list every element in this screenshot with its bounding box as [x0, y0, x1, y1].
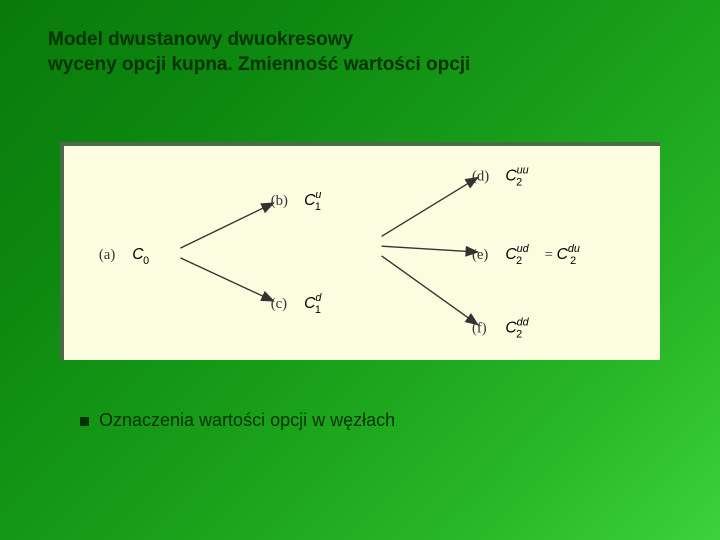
svg-text:2: 2 [516, 255, 522, 267]
svg-text:2: 2 [516, 176, 522, 188]
bullet-text: Oznaczenia wartości opcji w węzłach [99, 410, 395, 431]
tree-node-e: (e)Cud2= Cdu2 [472, 243, 580, 267]
svg-text:2: 2 [516, 328, 522, 340]
svg-text:(e): (e) [472, 247, 488, 263]
slide-title: Model dwustanowy dwuokresowy wyceny opcj… [48, 28, 680, 77]
svg-text:(f): (f) [472, 321, 487, 337]
tree-node-f: (f)Cdd2 [472, 317, 530, 341]
svg-text:(b): (b) [271, 193, 288, 209]
svg-text:1: 1 [315, 304, 321, 316]
tree-edge [382, 177, 478, 236]
tree-node-a: (a)C0 [99, 246, 149, 267]
tree-node-b: (b)Cu1 [271, 189, 322, 213]
svg-text:0: 0 [143, 255, 149, 267]
svg-text:(d): (d) [472, 168, 489, 184]
svg-text:2: 2 [570, 255, 576, 267]
tree-svg: (a)C0 (b)Cu1 (c)Cd1 (d)Cuu2 (e)Cud2= Cdu2 (f)… [64, 146, 660, 360]
svg-text:1: 1 [315, 201, 321, 213]
binomial-tree-diagram: (a)C0 (b)Cu1 (c)Cd1 (d)Cuu2 (e)Cud2= Cdu2 (f)… [60, 142, 660, 360]
bullet-square-icon [80, 417, 89, 426]
svg-text:(a): (a) [99, 247, 115, 263]
title-line-1: Model dwustanowy dwuokresowy [48, 28, 680, 53]
title-line-2: wyceny opcji kupna. Zmienność wartości o… [48, 53, 680, 78]
tree-node-c: (c)Cd1 [271, 292, 323, 316]
svg-text:(c): (c) [271, 296, 287, 312]
tree-edge [180, 258, 273, 301]
tree-edge [382, 256, 478, 325]
tree-edge [180, 203, 273, 248]
bullet-item: Oznaczenia wartości opcji w węzłach [80, 410, 395, 431]
tree-node-d: (d)Cuu2 [472, 164, 529, 188]
tree-edge [382, 246, 478, 252]
